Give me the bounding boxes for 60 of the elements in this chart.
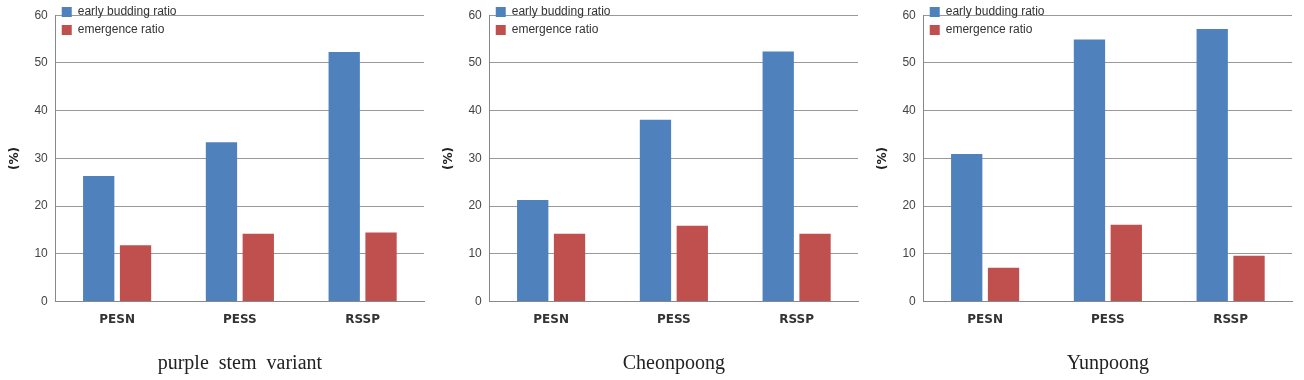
y-tick-label: 10: [468, 246, 483, 261]
y-tick-label: 60: [34, 7, 49, 22]
bar: [242, 233, 274, 302]
y-tick-label: 0: [909, 293, 917, 308]
x-axis-title: Cheonpoong: [622, 351, 725, 375]
legend-label: early budding ratio: [77, 4, 177, 19]
legend-label: emergence ratio: [511, 22, 599, 37]
x-tick-label: PESN: [99, 311, 135, 326]
bar: [328, 51, 360, 302]
y-tick-label: 60: [468, 7, 483, 22]
bar: [639, 119, 672, 302]
bar: [1110, 224, 1142, 302]
y-tick-label: 0: [41, 293, 49, 308]
y-tick-label: 20: [902, 198, 917, 213]
y-tick-label: 40: [902, 102, 917, 117]
y-axis-title: (%): [875, 146, 890, 170]
bar: [205, 142, 238, 302]
y-tick-label: 10: [34, 246, 49, 261]
legend-label: emergence ratio: [77, 22, 165, 37]
legend-label: early budding ratio: [511, 4, 611, 19]
y-tick-label: 40: [468, 102, 483, 117]
legend-label: early budding ratio: [945, 4, 1045, 19]
bar: [987, 267, 1020, 302]
y-tick-label: 50: [34, 55, 49, 70]
y-tick-label: 20: [34, 198, 49, 213]
bar: [83, 176, 115, 302]
bar: [1196, 29, 1228, 302]
y-tick-label: 30: [34, 150, 49, 165]
x-tick-label: PESN: [967, 311, 1003, 326]
y-axis-title: (%): [441, 146, 456, 170]
y-tick-label: 40: [34, 102, 49, 117]
x-tick-label: RSSP: [1213, 311, 1249, 326]
y-tick-label: 30: [902, 150, 917, 165]
bar: [365, 232, 397, 302]
y-tick-label: 10: [902, 246, 917, 261]
y-tick-label: 20: [468, 198, 483, 213]
y-tick-label: 60: [902, 7, 917, 22]
x-tick-label: RSSP: [345, 311, 381, 326]
bar: [553, 233, 586, 302]
y-tick-label: 0: [475, 293, 483, 308]
x-tick-label: PESS: [657, 311, 691, 326]
x-tick-label: RSSP: [779, 311, 815, 326]
y-axis-title: (%): [7, 146, 22, 170]
bar: [676, 225, 708, 302]
bar: [799, 233, 831, 302]
legend-label: emergence ratio: [945, 22, 1033, 37]
bar: [1233, 255, 1265, 302]
y-tick-label: 30: [468, 150, 483, 165]
bar: [1073, 39, 1106, 302]
x-tick-label: PESS: [1091, 311, 1125, 326]
x-tick-label: PESN: [533, 311, 569, 326]
y-tick-label: 50: [902, 55, 917, 70]
x-axis-title: Yunpoong: [1066, 351, 1149, 375]
bar: [517, 199, 549, 302]
x-tick-label: PESS: [223, 311, 257, 326]
bar: [762, 51, 794, 302]
x-axis-title: purple stem variant: [157, 351, 323, 375]
bar: [951, 154, 983, 302]
y-tick-label: 50: [468, 55, 483, 70]
bar: [119, 245, 152, 302]
